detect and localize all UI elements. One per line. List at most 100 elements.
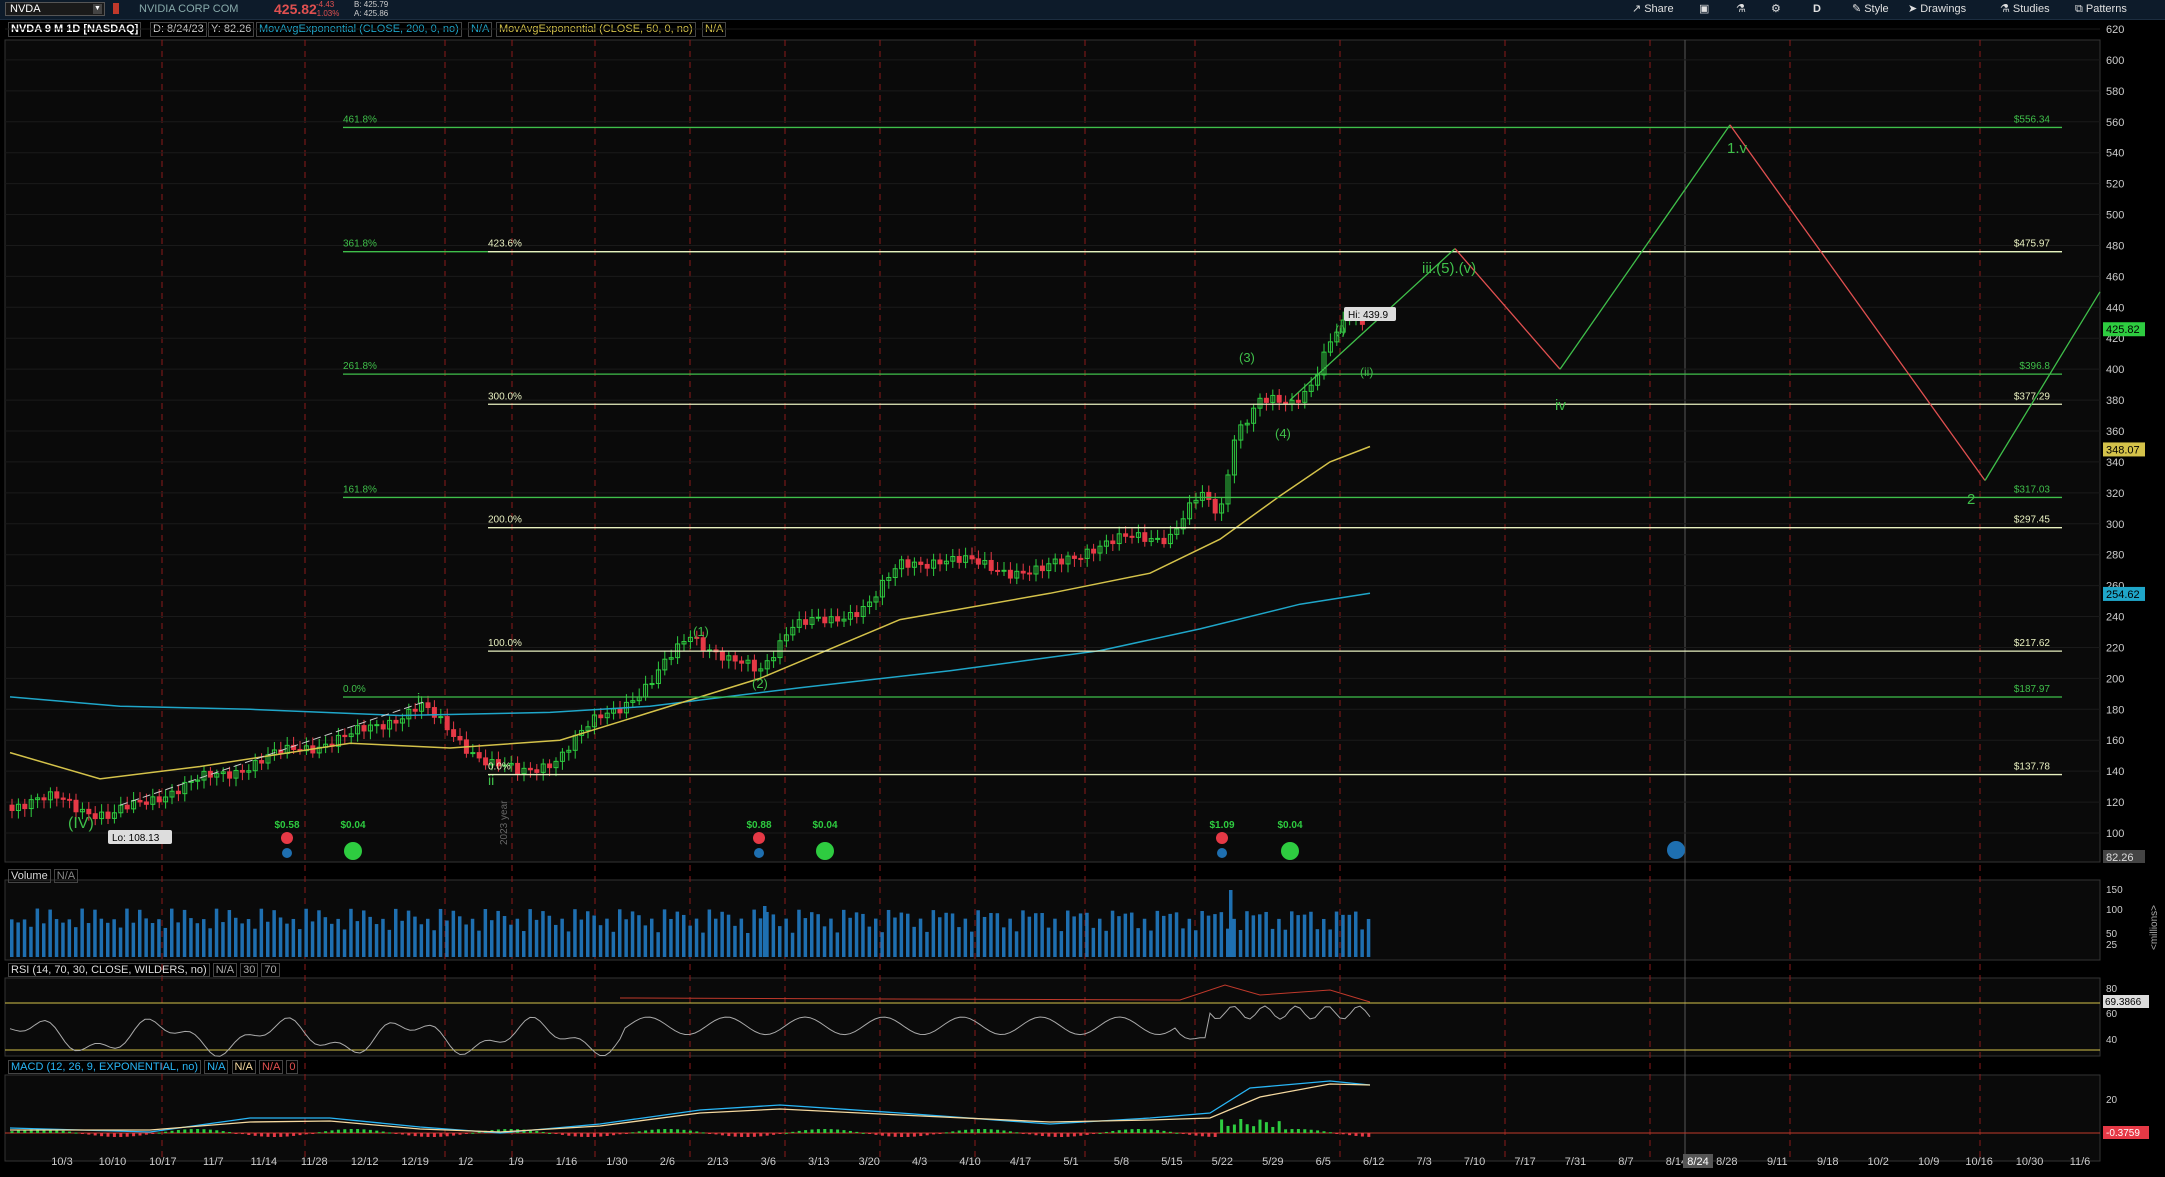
- date-tick: 10/16: [1965, 1156, 1993, 1168]
- candle-body: [1283, 401, 1289, 405]
- candle-body: [591, 714, 597, 728]
- symbol-value: NVDA: [10, 3, 41, 15]
- candle-body: [291, 744, 297, 750]
- price-tick-label: 180: [2106, 704, 2124, 716]
- macd-hist-bar: [772, 1133, 776, 1135]
- volume-bar-spike-2: [763, 906, 767, 957]
- volume-bar: [400, 920, 404, 957]
- candle-body: [604, 712, 610, 719]
- macd-hist-bar: [804, 1130, 808, 1133]
- volume-bar: [150, 923, 155, 957]
- settings-button[interactable]: ⚙: [1771, 2, 1784, 17]
- candle-body: [1193, 499, 1199, 504]
- macd-hist-bar: [240, 1133, 244, 1135]
- macd-hist-bar: [292, 1133, 296, 1136]
- flask-button[interactable]: ⚗: [1736, 2, 1749, 17]
- volume-bar: [458, 916, 462, 957]
- price-tick-label: 480: [2106, 240, 2124, 252]
- macd-hist-bar: [1168, 1131, 1172, 1133]
- ma200-study-label[interactable]: MovAvgExponential (CLOSE, 200, 0, no): [256, 22, 462, 37]
- date-tick: 4/3: [912, 1156, 927, 1168]
- candle-body: [201, 770, 207, 781]
- share-button[interactable]: ↗ Share: [1632, 2, 1674, 17]
- date-tick: 11/7: [203, 1156, 224, 1168]
- volume-bar: [694, 918, 699, 957]
- candle-body: [406, 708, 412, 720]
- volume-bar: [1334, 911, 1339, 957]
- style-icon: ✎: [1852, 3, 1862, 15]
- macd-hist-bar: [996, 1129, 1000, 1133]
- volume-bar: [22, 919, 27, 957]
- volume-bar: [1213, 914, 1217, 957]
- macd-hist-bar: [1277, 1121, 1281, 1133]
- volume-bar: [1136, 928, 1140, 957]
- symbol-input[interactable]: NVDA ▼: [5, 2, 105, 16]
- macd-hist-bar: [80, 1133, 84, 1134]
- volume-bar: [1123, 913, 1128, 957]
- macd-panel-header[interactable]: MACD (12, 26, 9, EXPONENTIAL, no) N/A N/…: [8, 1060, 299, 1074]
- date-tick: 10/17: [149, 1156, 177, 1168]
- patterns-icon: ⧉: [2075, 3, 2083, 15]
- candle-body: [1347, 319, 1353, 322]
- candle-body: [700, 637, 706, 651]
- volume-bar: [656, 932, 660, 957]
- volume-bar: [1347, 914, 1352, 957]
- volume-bar: [643, 925, 648, 957]
- volume-bar: [573, 909, 577, 957]
- earnings-icon: [281, 832, 293, 844]
- macd-hist-bar: [157, 1132, 161, 1134]
- period-button[interactable]: D: [1813, 2, 1821, 17]
- candle-body: [265, 754, 271, 764]
- price-tick-label: 260: [2106, 581, 2124, 593]
- macd-hist-bar: [29, 1129, 33, 1133]
- candle-body: [73, 799, 79, 813]
- studies-button[interactable]: ⚗ Studies: [2000, 2, 2050, 17]
- cursor-y-tag: 82.26: [2106, 852, 2134, 864]
- date-tick: 10/2: [1867, 1156, 1888, 1168]
- volume-panel-header[interactable]: Volume N/A: [8, 869, 79, 883]
- rsi-panel-header[interactable]: RSI (14, 70, 30, CLOSE, WILDERS, no) N/A…: [8, 963, 280, 977]
- wave-label-wave_ii: ii: [488, 772, 494, 788]
- volume-bar: [323, 917, 328, 957]
- candle-body: [502, 764, 508, 767]
- volume-bar: [854, 912, 859, 957]
- macd-hist-bar: [970, 1129, 974, 1133]
- snapshot-button[interactable]: ▣: [1699, 2, 1712, 17]
- macd-hist-bar: [759, 1133, 763, 1137]
- volume-bar: [1283, 929, 1288, 957]
- volume-bar: [650, 918, 654, 957]
- fib-price-9: $137.78: [2014, 762, 2051, 773]
- volume-bar: [67, 919, 72, 957]
- macd-hist-bar: [1258, 1119, 1262, 1133]
- macd-hist-bar: [1207, 1133, 1211, 1137]
- date-tick: 11/6: [2070, 1156, 2091, 1168]
- rsi-value: N/A: [212, 963, 238, 977]
- style-button[interactable]: ✎ Style: [1852, 2, 1889, 17]
- candle-body: [131, 799, 137, 810]
- chart-description[interactable]: NVDA 9 M 1D [NASDAQ]: [8, 22, 142, 37]
- candle-body: [707, 649, 713, 652]
- macd-hist-bar: [183, 1129, 187, 1133]
- fib-pct-4: 300.0%: [488, 391, 522, 402]
- symbol-link-icon[interactable]: [113, 3, 119, 14]
- volume-bar: [810, 912, 814, 957]
- rsi-tick: 60: [2106, 1009, 2118, 1020]
- macd-hist-bar: [944, 1132, 948, 1134]
- macd-hist-bar: [1149, 1129, 1153, 1133]
- ma50-study-label[interactable]: MovAvgExponential (CLOSE, 50, 0, no): [496, 22, 696, 37]
- fib-price-4: $377.29: [2014, 391, 2051, 402]
- candle-body: [847, 612, 853, 620]
- volume-bar: [867, 926, 872, 957]
- volume-bar: [502, 916, 507, 957]
- lo-label: Lo: 108.13: [112, 833, 160, 844]
- drawings-button[interactable]: ➤ Drawings: [1908, 2, 1966, 17]
- symbol-dropdown-icon[interactable]: ▼: [93, 4, 102, 14]
- macd-hist-bar: [490, 1130, 494, 1133]
- patterns-button[interactable]: ⧉ Patterns: [2075, 2, 2127, 17]
- volume-bar: [74, 927, 78, 957]
- volume-bar: [48, 909, 52, 957]
- macd-hist-bar: [1085, 1133, 1089, 1135]
- moving-averages: [9, 445, 1371, 780]
- volume-bar: [797, 909, 801, 957]
